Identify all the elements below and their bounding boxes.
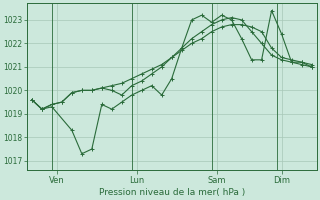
X-axis label: Pression niveau de la mer( hPa ): Pression niveau de la mer( hPa )	[99, 188, 245, 197]
